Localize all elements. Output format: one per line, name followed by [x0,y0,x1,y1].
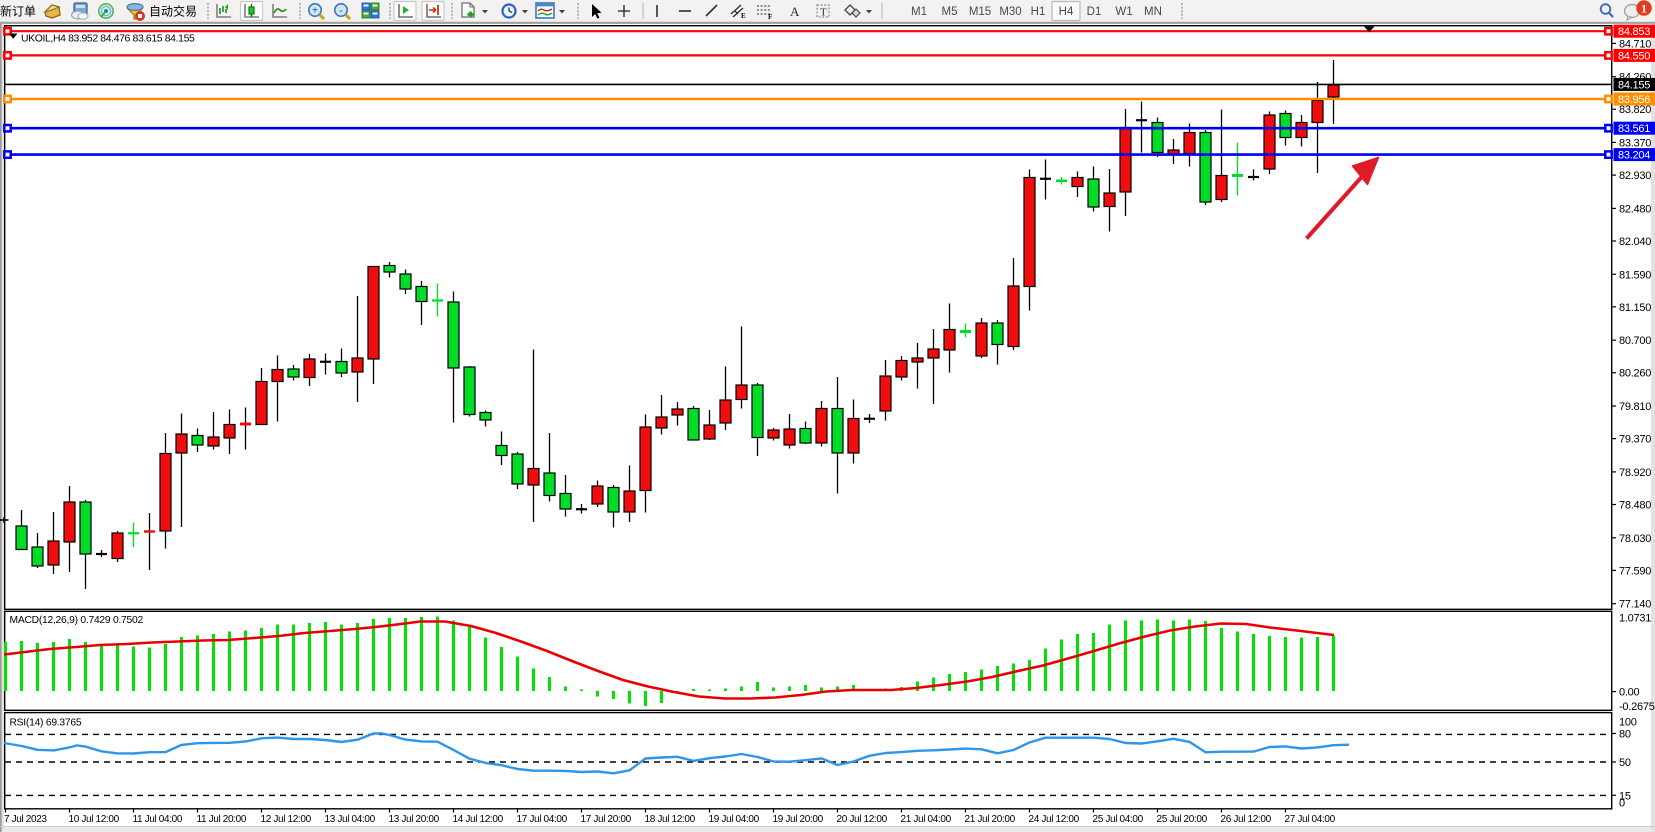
svg-text:E: E [741,12,746,20]
svg-text:84.710: 84.710 [1619,38,1651,50]
svg-text:0.00: 0.00 [1619,687,1640,699]
svg-text:83.820: 83.820 [1619,104,1651,116]
svg-text:F: F [768,13,772,21]
svg-text:78.480: 78.480 [1619,500,1651,512]
svg-text:81.590: 81.590 [1619,269,1651,281]
svg-text:13 Jul 20:00: 13 Jul 20:00 [389,814,440,825]
svg-text:83.204: 83.204 [1618,150,1650,162]
svg-text:1: 1 [1641,1,1647,15]
svg-text:RSI(14) 69.3765: RSI(14) 69.3765 [10,718,82,729]
svg-text:D1: D1 [1087,6,1102,18]
svg-text:21 Jul 04:00: 21 Jul 04:00 [901,814,952,825]
svg-text:80.700: 80.700 [1619,335,1651,347]
svg-text:H1: H1 [1031,6,1046,18]
svg-text:-0.2675: -0.2675 [1619,701,1655,713]
svg-text:27 Jul 04:00: 27 Jul 04:00 [1285,814,1336,825]
svg-text:21 Jul 20:00: 21 Jul 20:00 [965,814,1016,825]
svg-text:+: + [312,5,318,17]
svg-text:15: 15 [1619,790,1631,802]
svg-text:H4: H4 [1059,6,1074,18]
svg-text:84.155: 84.155 [1618,79,1650,91]
svg-text:10 Jul 12:00: 10 Jul 12:00 [69,814,120,825]
svg-text:13 Jul 04:00: 13 Jul 04:00 [325,814,376,825]
svg-text:UKOIL,H4 83.952 84.476 83.615: UKOIL,H4 83.952 84.476 83.615 84.155 [21,34,195,45]
svg-text:M30: M30 [999,6,1021,18]
svg-text:25 Jul 04:00: 25 Jul 04:00 [1093,814,1144,825]
svg-text:79.810: 79.810 [1619,401,1651,413]
svg-text:11 Jul 04:00: 11 Jul 04:00 [133,814,183,825]
svg-text:14 Jul 12:00: 14 Jul 12:00 [453,814,504,825]
svg-text:19 Jul 20:00: 19 Jul 20:00 [773,814,824,825]
svg-text:26 Jul 12:00: 26 Jul 12:00 [1221,814,1272,825]
svg-text:83.370: 83.370 [1619,137,1651,149]
svg-text:11 Jul 20:00: 11 Jul 20:00 [197,814,247,825]
svg-text:自动交易: 自动交易 [149,4,197,19]
svg-text:12 Jul 12:00: 12 Jul 12:00 [261,814,312,825]
svg-text:7 Jul 2023: 7 Jul 2023 [4,814,47,825]
svg-text:MACD(12,26,9) 0.7429 0.7502: MACD(12,26,9) 0.7429 0.7502 [10,615,144,626]
svg-text:17 Jul 04:00: 17 Jul 04:00 [517,814,568,825]
svg-text:83.956: 83.956 [1618,94,1650,106]
svg-text:1.0731: 1.0731 [1619,612,1651,624]
svg-text:82.930: 82.930 [1619,170,1651,182]
svg-text:84.853: 84.853 [1618,26,1650,38]
svg-text:24 Jul 12:00: 24 Jul 12:00 [1029,814,1080,825]
svg-text:50: 50 [1619,757,1631,769]
svg-text:80.260: 80.260 [1619,368,1651,380]
svg-text:-: - [339,5,343,17]
svg-text:20 Jul 12:00: 20 Jul 12:00 [837,814,888,825]
svg-text:A: A [790,4,800,19]
svg-text:84.550: 84.550 [1618,50,1650,62]
svg-text:82.480: 82.480 [1619,203,1651,215]
svg-text:W1: W1 [1115,6,1132,18]
svg-text:78.920: 78.920 [1619,467,1651,479]
svg-text:新订单: 新订单 [0,4,36,19]
svg-text:78.030: 78.030 [1619,533,1651,545]
svg-text:100: 100 [1619,717,1637,729]
svg-text:T: T [820,7,827,19]
svg-text:M1: M1 [911,6,927,18]
svg-text:18 Jul 12:00: 18 Jul 12:00 [645,814,696,825]
svg-text:19 Jul 04:00: 19 Jul 04:00 [709,814,760,825]
svg-text:M5: M5 [942,6,958,18]
svg-text:84.260: 84.260 [1619,72,1651,84]
svg-text:81.150: 81.150 [1619,302,1651,314]
svg-text:79.370: 79.370 [1619,434,1651,446]
svg-text:17 Jul 20:00: 17 Jul 20:00 [581,814,632,825]
svg-text:25 Jul 20:00: 25 Jul 20:00 [1157,814,1208,825]
svg-text:80: 80 [1619,729,1631,741]
svg-text:83.561: 83.561 [1618,123,1650,135]
svg-text:77.140: 77.140 [1619,599,1651,611]
svg-text:M15: M15 [969,6,991,18]
svg-text:MN: MN [1144,6,1162,18]
svg-text:0: 0 [1619,798,1625,810]
svg-text:82.040: 82.040 [1619,236,1651,248]
svg-text:77.590: 77.590 [1619,565,1651,577]
